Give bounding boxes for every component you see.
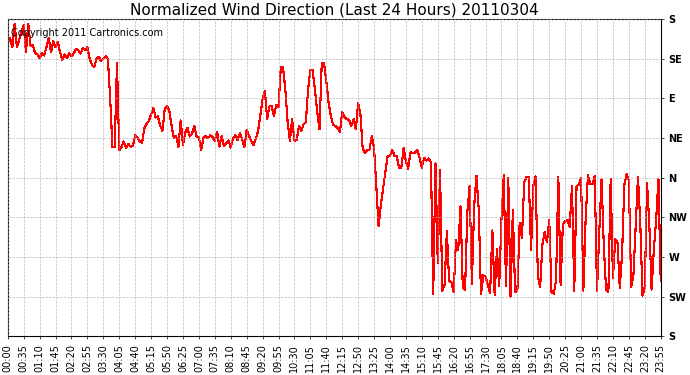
Title: Normalized Wind Direction (Last 24 Hours) 20110304: Normalized Wind Direction (Last 24 Hours… bbox=[130, 3, 539, 18]
Text: Copyright 2011 Cartronics.com: Copyright 2011 Cartronics.com bbox=[11, 28, 163, 39]
